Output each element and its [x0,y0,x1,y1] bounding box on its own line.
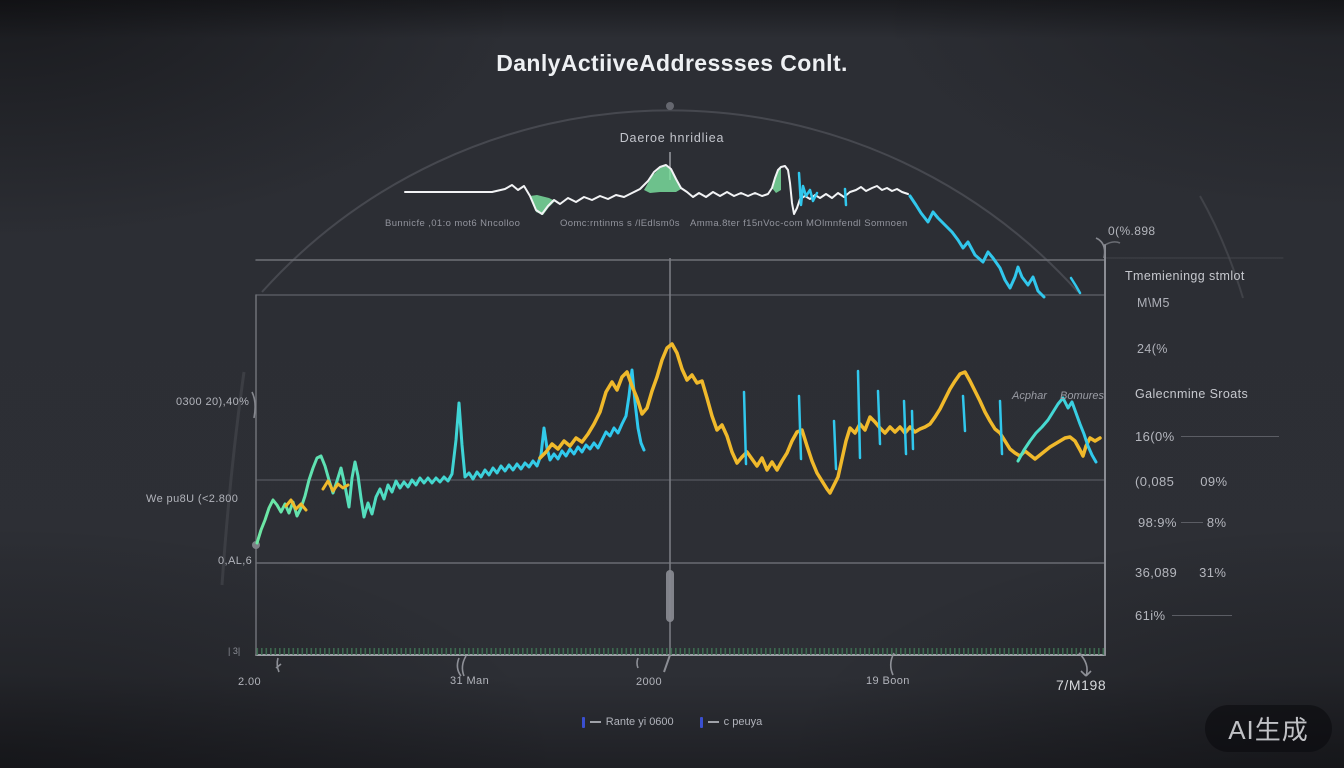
legend-label-1: Rante yi 0600 [605,716,674,728]
legend-dash-2 [707,721,719,723]
legend-marker-2 [699,716,703,728]
cyan-spike-4 [856,369,862,460]
series-main-teal [255,368,646,545]
x-tick-label-4: 19 Boon [866,675,910,687]
cyan-spike-9 [998,399,1004,456]
series-right-teal [1016,396,1098,464]
right-panel-stat-24: 24(% [1137,342,1168,356]
decor-hooks [251,237,1121,419]
stat-row-4-left: 36,089 [1135,565,1178,580]
gauge-arc [220,102,1244,586]
cyan-spike-7 [910,409,915,451]
page-title: DanlyActiiveAddressses Conlt. [496,50,848,76]
series-main-yellow [538,342,1102,495]
grid-lines [255,244,1284,656]
sparkline-sublabel-1: Bunnicfe ,01:o mot6 Nncolloo [385,218,521,229]
cyan-spike-5 [876,389,882,446]
cyan-spike-1 [742,390,748,466]
stat-row-3: 98:9% 8% [1138,515,1226,530]
stat-row-5-rule [1171,615,1232,616]
stat-row-5: 61i% [1135,608,1232,623]
cyan-spike-6 [902,399,908,456]
stat-row-2-left: (0,085 [1135,474,1175,489]
series-sparkline-decline [908,194,1046,299]
x-tick-marks [275,652,1092,677]
x-axis-tick-strip [256,648,1105,655]
ai-generated-watermark-text: AI生成 [1228,715,1309,745]
arc-fragment-left [220,371,246,586]
annotation-bomures: Bomures [1060,390,1105,402]
legend-dash-1 [589,721,601,723]
x-tick-label-2: 31 Man [450,675,490,687]
series-sparkline-tail [1069,276,1082,295]
gauge-apex-dot [666,102,674,110]
x-tick-label-5: 7/M198 [1056,677,1107,693]
stat-row-3-left: 98:9% [1138,515,1177,530]
right-panel-top-value: 0(%.898 [1108,224,1156,238]
stat-row-4: 36,089 31% [1135,565,1226,580]
x-axis-corner-label: | 3| [228,646,241,656]
cyan-spike-10 [843,187,848,207]
series-sparkline-spike [797,171,819,207]
legend: Rante yi 0600 c peuya [0,716,1344,728]
sparkline-green-fill-3 [772,167,781,193]
series-layer [255,164,1102,545]
annotation-acphar: Acphar [1012,390,1047,402]
divider-drag-handle[interactable] [666,570,674,622]
right-panel-stat-mm5: M\M5 [1137,296,1170,310]
stat-row-4-right: 31% [1199,565,1227,580]
y-axis-label-2: We pu8U (<2.800 [146,493,239,505]
right-panel-section2-title: Galecnmine Sroats [1135,387,1249,401]
stat-row-2-right: 09% [1200,474,1228,489]
x-tick-label-3: 2000 [636,676,663,688]
stat-row-1-rule [1180,436,1279,437]
cyan-spike-2 [797,394,803,461]
sparkline-sublabel-3: Amma.8ter f15nVoc-com MOlmnfendl Somnoen [690,218,908,229]
cyan-spike-3 [832,419,838,471]
series-yellow-seg-b [321,479,350,493]
legend-marker-1 [581,716,585,728]
sparkline-green-fill-2 [644,166,681,193]
stat-row-3-rule [1180,522,1203,523]
series-yellow-seg-a [284,498,308,512]
arc-fragment-right [1199,195,1244,299]
cyan-spike-8 [961,394,967,433]
legend-item-2[interactable]: c peuya [699,716,763,728]
legend-item-1[interactable]: Rante yi 0600 [581,716,674,728]
stat-row-2: (0,085 09% [1135,474,1228,489]
stat-row-3-right: 8% [1206,515,1227,530]
y-axis-label-3: 0,AL,6 [218,555,253,567]
stat-row-5-value: 61i% [1135,608,1166,623]
legend-label-2: c peuya [723,716,763,728]
sparkline-sublabel-2: Oomc:rntinms s /lEdlsm0s [560,218,680,229]
ai-generated-watermark: AI生成 [1205,705,1332,752]
x-tick-label-1: 2.00 [238,676,262,688]
y-axis-label-1: 0300 20),40% [176,396,250,408]
sparkline-title: Daeroe hnridliea [619,131,725,145]
right-panel-section1-title: Tmemieningg stmlot [1125,269,1245,283]
series-sparkline-main [404,164,909,215]
stat-row-1-value: 16(0% [1135,429,1175,444]
stat-row-1: 16(0% [1135,429,1279,444]
